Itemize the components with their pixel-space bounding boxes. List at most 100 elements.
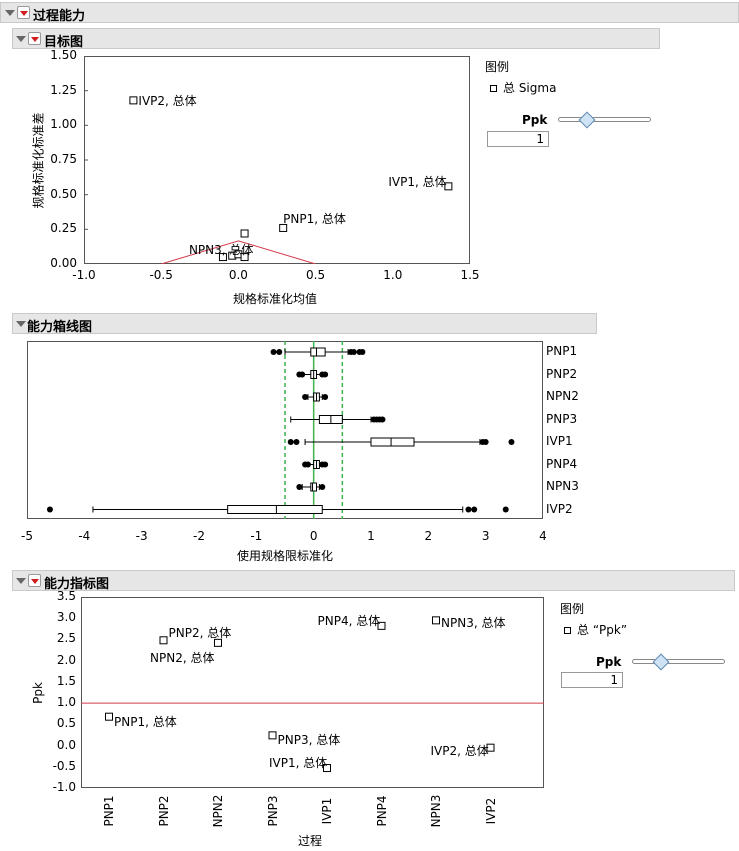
boxplot-row-label: IVP2 (546, 501, 573, 516)
boxplot-x-tick-label: -5 (21, 529, 33, 543)
boxplot-header: 能力箱线图 (12, 313, 597, 335)
box-iqr (310, 482, 318, 492)
index-y-tick-label: 1.0 (56, 695, 76, 710)
index-y-tick-label: 1.5 (56, 673, 76, 688)
square-marker-icon (490, 85, 497, 92)
outlier-point (293, 439, 300, 445)
index-legend-item[interactable]: 总 “Ppk” (564, 621, 627, 638)
index-point-marker (105, 712, 113, 721)
boxplot-x-tick-label: 1 (367, 529, 375, 543)
goal-plot-header: 目标图 (12, 28, 660, 50)
outlier-point (287, 439, 294, 445)
boxplot-x-tick-label: -3 (135, 529, 148, 543)
goal-x-tick-label: 1.0 (383, 268, 403, 282)
process-capability-title: 过程能力 (33, 9, 86, 24)
goal-y-tick-label: 0.25 (50, 221, 77, 236)
index-y-tick-label: 3.5 (56, 589, 76, 603)
goal-slider-thumb[interactable] (578, 111, 596, 129)
goal-legend-title: 图例 (485, 60, 510, 74)
goal-y-tick-label: 1.50 (50, 48, 77, 62)
boxplot-row-label: PNP2 (546, 366, 578, 381)
index-point-marker (159, 636, 168, 645)
index-point-label: PNP1, 总体 (114, 714, 177, 729)
goal-x-tick-label: 0.5 (306, 268, 326, 282)
index-plot-title: 能力指标图 (44, 577, 110, 592)
goal-point-marker (240, 253, 249, 262)
goal-legend-item[interactable]: 总 Sigma (490, 79, 556, 96)
boxplot-row-label: NPN3 (546, 479, 579, 493)
collapse-triangle-icon[interactable] (16, 321, 26, 327)
index-plot-header: 能力指标图 (12, 570, 735, 592)
index-point-marker (214, 638, 222, 647)
outlier-point (296, 484, 303, 490)
index-point-label: IVP2, 总体 (430, 743, 489, 758)
goal-y-tick-label: 0.50 (50, 186, 77, 201)
index-point-marker (486, 743, 495, 752)
index-ppk-slider[interactable] (632, 659, 725, 664)
boxplot-x-tick-label: -2 (193, 529, 205, 543)
boxplot-svg (46, 341, 515, 519)
outlier-point (276, 349, 283, 355)
index-plot-frame[interactable] (81, 597, 544, 788)
index-point-label: IVP1, 总体 (269, 756, 328, 771)
index-point-marker (432, 616, 440, 625)
index-point-label: NPN2, 总体 (150, 650, 215, 665)
goal-ppk-slider[interactable] (558, 117, 651, 122)
collapse-triangle-icon[interactable] (16, 578, 26, 584)
goal-plot-title: 目标图 (44, 35, 84, 50)
goal-x-axis-title: 规格标准化均值 (232, 292, 317, 306)
red-triangle-menu-icon[interactable] (28, 574, 41, 587)
outlier-point (471, 506, 478, 513)
goal-x-tick-label: -0.5 (149, 268, 173, 282)
goal-point-marker (240, 229, 249, 238)
goal-x-tick-label: -1.0 (72, 268, 96, 282)
boxplot-row-label: NPN2 (546, 389, 579, 403)
outlier-point (299, 371, 306, 378)
goal-point-marker (129, 96, 138, 105)
index-x-tick-label: PNP4 (374, 795, 389, 827)
goal-slider-label: Ppk (522, 113, 548, 127)
index-y-tick-label: 0.5 (56, 716, 76, 731)
index-x-axis-title: 过程 (297, 834, 322, 848)
box-iqr (370, 437, 415, 447)
goal-point-marker (279, 223, 288, 232)
index-point-label: PNP3, 总体 (277, 733, 341, 748)
boxplot-title: 能力箱线图 (27, 320, 93, 335)
index-point-label: PNP2, 总体 (168, 626, 232, 641)
outlier-point (304, 461, 311, 468)
index-y-tick-label: -1.0 (52, 780, 76, 794)
goal-x-tick-label: 1.5 (460, 268, 480, 282)
outlier-point (322, 394, 329, 400)
collapse-triangle-icon[interactable] (5, 10, 15, 16)
red-triangle-menu-icon[interactable] (28, 32, 41, 45)
index-ppk-input[interactable]: 1 (561, 672, 623, 688)
goal-point-label: PNP1, 总体 (283, 211, 346, 226)
goal-point-label: IVP2, 总体 (138, 94, 197, 109)
index-x-tick-label: PNP3 (265, 795, 280, 827)
goal-y-tick-label: 0.75 (50, 152, 77, 166)
boxplot-row-label: PNP3 (546, 411, 578, 426)
ppk-boundary-line (161, 240, 316, 264)
goal-ppk-input[interactable]: 1 (487, 131, 549, 147)
outlier-point (502, 506, 509, 513)
index-y-tick-label: 3.0 (56, 610, 76, 625)
goal-point-marker (444, 182, 453, 191)
outlier-point (322, 461, 329, 468)
boxplot-row-label: IVP1 (546, 434, 573, 448)
goal-y-tick-label: 0.00 (50, 256, 77, 270)
index-point-marker (377, 621, 386, 630)
outlier-point (379, 416, 386, 423)
boxplot-x-tick-label: 4 (539, 529, 547, 543)
index-x-tick-label: NPN3 (429, 794, 443, 828)
index-slider-thumb[interactable] (652, 653, 670, 671)
goal-x-tick-label: 0.0 (228, 268, 248, 282)
index-x-tick-label: PNP2 (156, 795, 171, 827)
collapse-triangle-icon[interactable] (16, 36, 26, 42)
goal-plot-frame[interactable] (84, 56, 470, 264)
boxplot-x-tick-label: 3 (481, 529, 490, 543)
red-triangle-menu-icon[interactable] (17, 6, 30, 19)
process-capability-header: 过程能力 (0, 2, 739, 24)
index-y-tick-label: 0.0 (56, 737, 76, 752)
boxplot-x-tick-label: 2 (424, 529, 433, 543)
index-y-tick-label: 2.0 (56, 652, 76, 667)
